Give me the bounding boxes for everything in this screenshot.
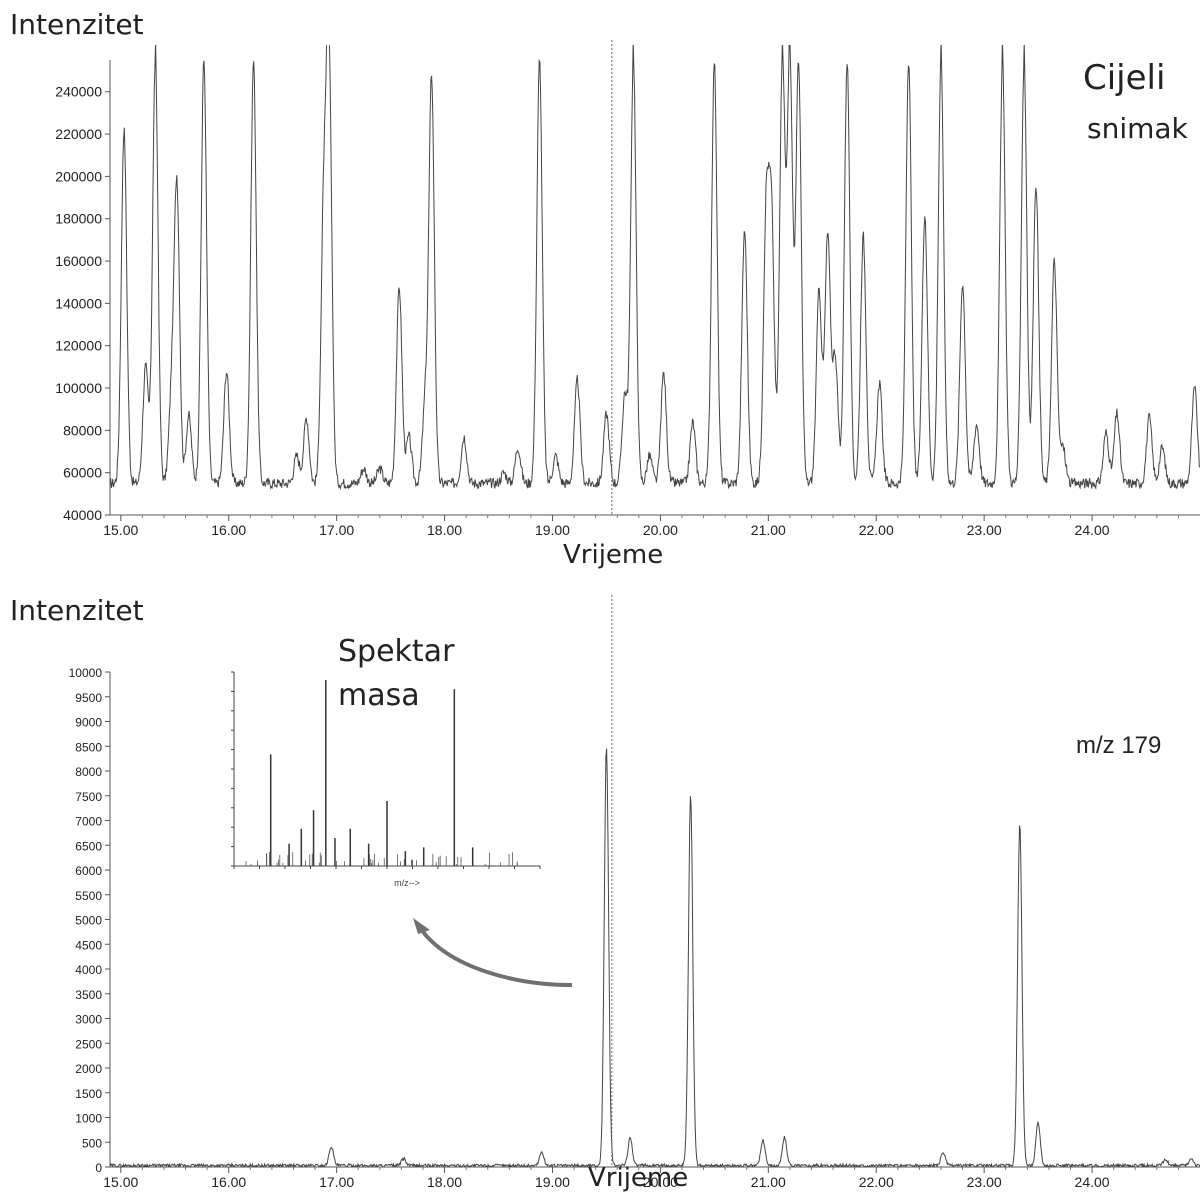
y-tick-label: 9500 [75, 691, 102, 705]
arrow-head [413, 918, 430, 934]
y-tick-label: 4000 [75, 963, 102, 977]
x-tick-label: 15.00 [103, 522, 138, 538]
top-annotation-line2: snimak [1087, 112, 1188, 145]
top-xlabel: Vrijeme [563, 540, 664, 570]
x-tick-label: 22.00 [859, 522, 894, 538]
bottom-chart: 0 500 1000 1500 2000 2500 3000 3500 4000 4500 5000… [69, 595, 1200, 1190]
y-tick-label: 3500 [75, 988, 102, 1002]
inset-axis-label: m/z--> [394, 878, 420, 888]
bottom-ylabel: Intenzitet [10, 594, 144, 627]
y-tick-label: 1000 [75, 1112, 102, 1126]
bottom-annotation-line2: masa [338, 678, 420, 713]
x-tick-label: 20.00 [643, 1174, 678, 1190]
x-tick-label: 21.00 [751, 522, 786, 538]
chromatogram-trace [110, 45, 1200, 491]
y-tick-label: 200000 [55, 168, 102, 184]
y-tick-label: 6500 [75, 839, 102, 853]
x-tick-label: 21.00 [751, 1174, 786, 1190]
y-tick-label: 120000 [55, 338, 102, 354]
x-tick-label: 19.00 [535, 1174, 570, 1190]
mass-spectrum-inset: m/z--> [231, 671, 541, 888]
y-tick-label: 10000 [69, 666, 103, 680]
x-tick-label: 22.00 [859, 1174, 894, 1190]
chromatogram-trace [110, 748, 1200, 1167]
y-tick-label: 0 [95, 1161, 102, 1175]
y-tick-label: 500 [82, 1136, 102, 1150]
top-ylabel: Intenzitet [10, 8, 144, 41]
y-tick-label: 4500 [75, 938, 102, 952]
bottom-xlabel: Vrijeme [588, 1163, 689, 1193]
y-tick-label: 5500 [75, 889, 102, 903]
y-tick-label: 100000 [55, 380, 102, 396]
x-tick-label: 17.00 [319, 1174, 354, 1190]
y-tick-label: 140000 [55, 295, 102, 311]
y-tick-label: 240000 [55, 84, 102, 100]
x-tick-label: 24.00 [1075, 1174, 1110, 1190]
x-tick-label: 23.00 [967, 522, 1002, 538]
y-tick-label: 7500 [75, 790, 102, 804]
y-tick-label: 60000 [63, 465, 102, 481]
arrow-curve [418, 926, 573, 987]
y-tick-label: 6000 [75, 864, 102, 878]
x-tick-label: 19.00 [535, 522, 570, 538]
y-tick-label: 7000 [75, 815, 102, 829]
y-tick-label: 8000 [75, 765, 102, 779]
y-tick-label: 180000 [55, 211, 102, 227]
ion-label: m/z 179 [1076, 732, 1162, 759]
y-tick-label: 40000 [63, 507, 102, 523]
x-tick-label: 20.00 [643, 522, 678, 538]
y-tick-label: 80000 [63, 422, 102, 438]
top-annotation-line1: Cijeli [1083, 58, 1166, 98]
x-tick-label: 16.00 [211, 522, 246, 538]
bottom-annotation-line1: Spektar [338, 634, 455, 669]
x-tick-label: 23.00 [967, 1174, 1002, 1190]
y-tick-label: 2000 [75, 1062, 102, 1076]
x-tick-label: 18.00 [427, 1174, 462, 1190]
y-tick-label: 220000 [55, 126, 102, 142]
y-tick-label: 160000 [55, 253, 102, 269]
x-tick-label: 18.00 [427, 522, 462, 538]
y-tick-label: 2500 [75, 1037, 102, 1051]
x-tick-label: 24.00 [1075, 522, 1110, 538]
y-tick-label: 9000 [75, 716, 102, 730]
x-tick-label: 15.00 [103, 1174, 138, 1190]
y-tick-label: 5000 [75, 914, 102, 928]
top-chart: 40000 60000 80000 100000 120000 140000 160000 1… [55, 40, 1200, 538]
y-tick-label: 3000 [75, 1013, 102, 1027]
y-tick-label: 8500 [75, 740, 102, 754]
y-tick-label: 1500 [75, 1087, 102, 1101]
x-tick-label: 16.00 [211, 1174, 246, 1190]
x-tick-label: 17.00 [319, 522, 354, 538]
